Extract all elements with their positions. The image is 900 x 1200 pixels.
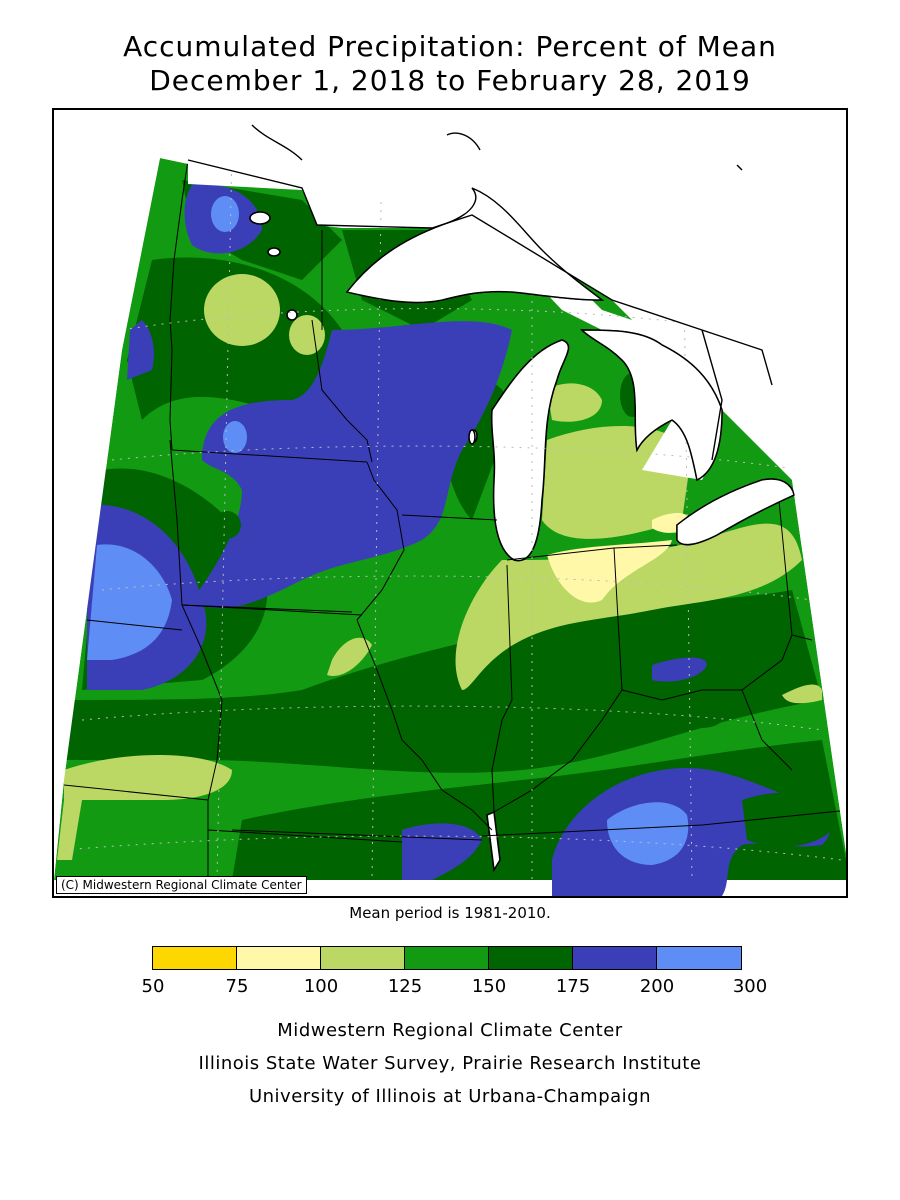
- credit-line-2: Illinois State Water Survey, Prairie Res…: [198, 1053, 702, 1074]
- credit-line-3: University of Illinois at Urbana-Champai…: [248, 1086, 652, 1107]
- legend-swatch-150-175: [489, 947, 573, 969]
- map-copyright: (C) Midwestern Regional Climate Center: [56, 876, 307, 894]
- legend-tick-label: 125: [387, 976, 423, 997]
- legend-swatch-50-75: [153, 947, 237, 969]
- mean-period-note: Mean period is 1981-2010.: [349, 904, 551, 922]
- legend-swatch-125-150: [405, 947, 489, 969]
- legend-tick-label: 175: [555, 976, 591, 997]
- legend-swatch-175-200: [573, 947, 657, 969]
- legend-tick-label: 50: [141, 976, 165, 997]
- map-title-line2: December 1, 2018 to February 28, 2019: [149, 64, 751, 97]
- legend-tick-labels: 50 75 100 125 150 175 200 300: [0, 976, 900, 998]
- legend-tick-label: 100: [303, 976, 339, 997]
- map-title-line1: Accumulated Precipitation: Percent of Me…: [123, 30, 777, 63]
- legend-swatch-75-100: [237, 947, 321, 969]
- credit-line-1: Midwestern Regional Climate Center: [277, 1020, 623, 1041]
- legend-tick-label: 300: [732, 976, 768, 997]
- state-boundaries: [63, 159, 846, 880]
- color-legend: [152, 946, 742, 970]
- legend-swatch-200-300: [657, 947, 741, 969]
- legend-swatch-100-125: [321, 947, 405, 969]
- legend-tick-label: 75: [225, 976, 249, 997]
- precipitation-map: (C) Midwestern Regional Climate Center: [52, 108, 848, 898]
- legend-tick-label: 200: [639, 976, 675, 997]
- legend-tick-label: 150: [471, 976, 507, 997]
